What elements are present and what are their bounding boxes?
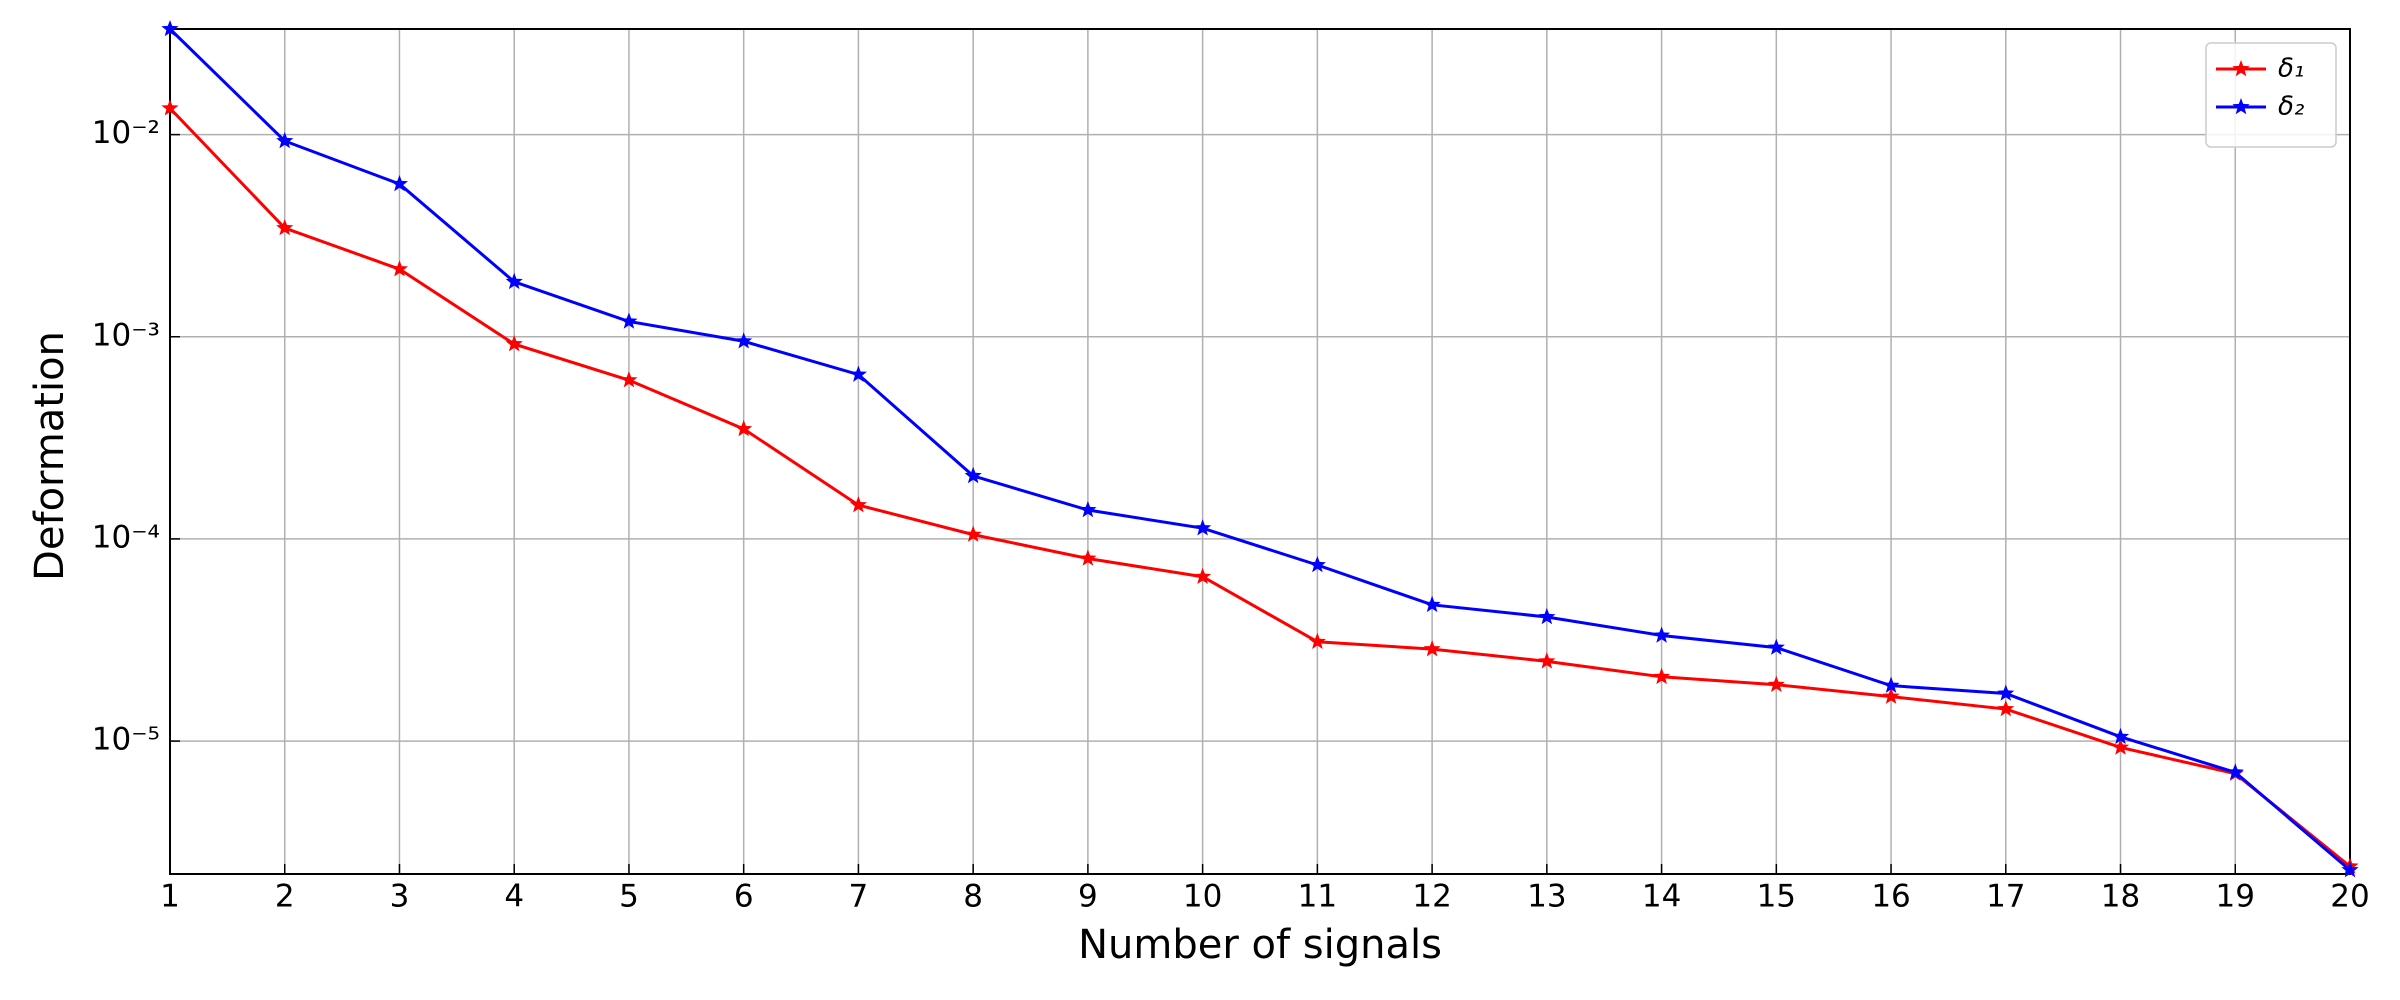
series-group — [161, 20, 2359, 878]
point-marker — [735, 332, 753, 349]
x-tick-label: 1 — [160, 879, 180, 915]
point-marker — [1308, 556, 1326, 573]
x-tick-label: 10 — [1183, 879, 1222, 915]
x-tick-label: 15 — [1757, 879, 1796, 915]
y-tick-label: 10⁻³ — [92, 317, 160, 353]
legend-marker — [2232, 60, 2250, 77]
x-axis-label: Number of signals — [1078, 922, 1442, 968]
x-tick-label: 14 — [1642, 879, 1681, 915]
point-marker — [1882, 687, 1900, 704]
x-tick-label: 2 — [275, 879, 295, 915]
point-marker — [849, 496, 867, 513]
x-tick-label: 5 — [619, 879, 639, 915]
point-marker — [161, 99, 179, 116]
point-marker — [390, 260, 408, 277]
point-marker — [276, 132, 294, 149]
point-marker — [1653, 626, 1671, 643]
series-line — [168, 107, 2351, 868]
point-marker — [735, 419, 753, 437]
point-marker — [2112, 738, 2130, 755]
point-marker — [1653, 667, 1671, 685]
point-marker — [1767, 638, 1785, 655]
x-tick-label: 12 — [1412, 879, 1451, 915]
point-marker — [1194, 519, 1212, 536]
point-marker — [390, 175, 408, 192]
x-tick-label: 4 — [504, 879, 524, 915]
point-marker — [620, 371, 638, 388]
point-marker — [505, 272, 523, 290]
x-tick-label: 19 — [2216, 879, 2255, 915]
point-marker — [1767, 675, 1785, 692]
y-tick-label: 10⁻⁵ — [92, 722, 160, 758]
point-marker — [2112, 727, 2130, 745]
x-tick-label: 17 — [1986, 879, 2025, 915]
x-tick-label: 3 — [390, 879, 410, 915]
x-tick-label: 9 — [1078, 879, 1098, 915]
point-marker — [2226, 763, 2244, 780]
point-marker — [1538, 608, 1556, 625]
x-tick-label: 11 — [1298, 879, 1337, 915]
point-marker — [849, 365, 867, 382]
point-marker — [161, 20, 179, 37]
point-marker — [1997, 684, 2015, 701]
y-tick-label: 10⁻² — [92, 115, 160, 151]
point-marker — [620, 312, 638, 329]
y-axis-label: Deformation — [27, 331, 73, 581]
series-line — [168, 27, 2351, 872]
point-marker — [1997, 700, 2015, 717]
x-tick-label: 18 — [2101, 879, 2140, 915]
x-tick-label: 7 — [849, 879, 869, 915]
point-marker — [1538, 652, 1556, 669]
point-marker — [1079, 501, 1097, 518]
x-tick-label: 16 — [1871, 879, 1910, 915]
legend-label: δ₁ — [2278, 54, 2304, 84]
plot-frame — [169, 28, 2351, 875]
legend-box — [2205, 42, 2337, 148]
point-marker — [276, 219, 294, 236]
legend-marker — [2232, 98, 2250, 115]
point-marker — [1423, 640, 1441, 657]
x-tick-label: 20 — [2330, 879, 2369, 915]
point-marker — [1882, 676, 1900, 693]
point-marker — [2341, 861, 2359, 878]
x-tick-label: 6 — [734, 879, 754, 915]
point-marker — [964, 525, 982, 542]
y-tick-label: 10⁻⁴ — [92, 519, 160, 555]
point-marker — [1423, 595, 1441, 613]
point-marker — [1194, 567, 1212, 584]
x-tick-label: 8 — [963, 879, 983, 915]
x-tick-label: 13 — [1527, 879, 1566, 915]
point-marker — [505, 335, 523, 352]
point-marker — [1308, 632, 1326, 649]
legend-label: δ₂ — [2278, 92, 2304, 122]
point-marker — [964, 466, 982, 484]
point-marker — [1079, 549, 1097, 566]
